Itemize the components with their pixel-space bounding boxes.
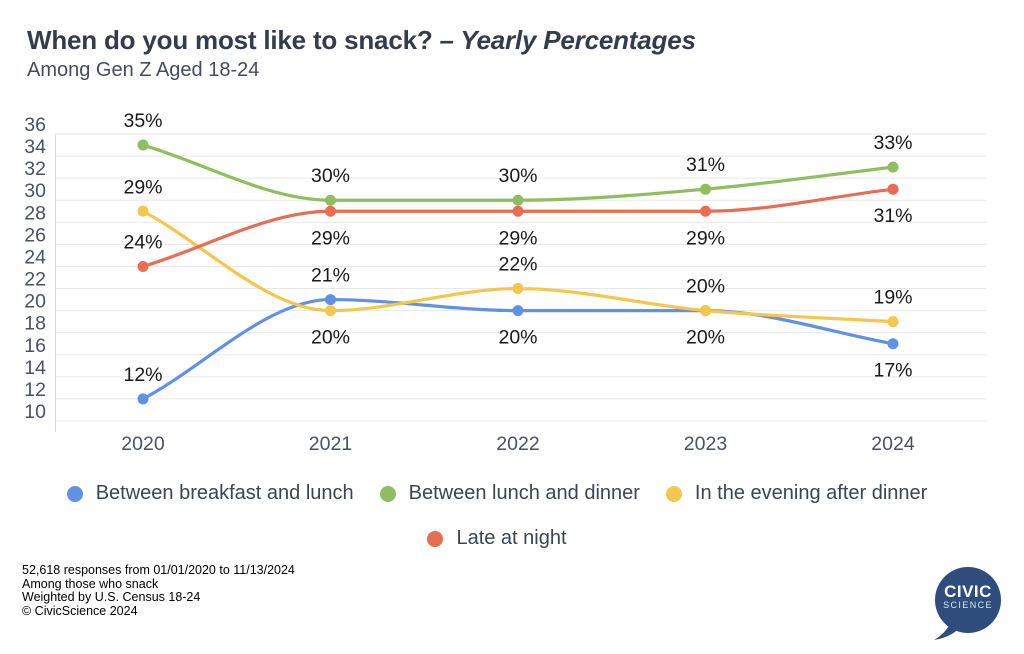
data-point-between-lunch-and-dinner-2024	[887, 161, 899, 173]
data-label-in-the-evening-after-dinner-2020: 29%	[123, 176, 162, 198]
data-label-between-lunch-and-dinner-2022: 30%	[498, 165, 537, 187]
page-title-main: When do you most like to snack?	[27, 25, 440, 55]
data-point-between-breakfast-and-lunch-2020	[137, 393, 149, 405]
y-tick-label: 34	[24, 136, 46, 158]
legend-row: Late at night	[0, 527, 994, 550]
x-tick-label: 2020	[121, 433, 165, 455]
data-point-late-at-night-2021	[325, 205, 336, 217]
data-point-between-breakfast-and-lunch-2022	[512, 305, 524, 317]
data-label-in-the-evening-after-dinner-2022: 22%	[498, 254, 537, 276]
data-point-between-lunch-and-dinner-2020	[137, 139, 149, 151]
data-label-between-lunch-and-dinner-2021: 30%	[311, 165, 350, 187]
data-label-between-breakfast-and-lunch-2024: 17%	[873, 360, 912, 382]
legend-item-between-breakfast-and-lunch: Between breakfast and lunch	[66, 482, 354, 505]
legend-item-in-the-evening-after-dinner: In the evening after dinner	[665, 482, 928, 505]
legend-item-between-lunch-and-dinner: Between lunch and dinner	[379, 482, 640, 505]
data-point-between-breakfast-and-lunch-2021	[325, 294, 336, 306]
legend-label: Late at night	[456, 527, 567, 549]
x-tick-label: 2024	[871, 433, 915, 455]
legend-label: Between breakfast and lunch	[95, 482, 354, 504]
source-note-line: Weighted by U.S. Census 18-24	[22, 590, 201, 605]
data-label-between-lunch-and-dinner-2023: 31%	[686, 154, 725, 176]
data-label-late-at-night-2024: 31%	[873, 205, 912, 227]
source-notes: 52,618 responses from 01/01/2020 to 11/1…	[22, 563, 295, 619]
y-tick-label: 18	[24, 313, 46, 335]
y-tick-label: 28	[24, 202, 46, 224]
logo-text-civic: CIVIC	[944, 582, 992, 601]
data-point-late-at-night-2022	[512, 205, 524, 217]
y-tick-label: 36	[24, 114, 46, 136]
data-point-in-the-evening-after-dinner-2023	[700, 305, 711, 317]
data-point-between-lunch-and-dinner-2021	[325, 194, 336, 206]
data-label-between-breakfast-and-lunch-2021: 21%	[311, 265, 350, 287]
data-point-in-the-evening-after-dinner-2020	[137, 205, 149, 217]
legend-marker-icon	[665, 485, 682, 502]
y-tick-label: 26	[24, 224, 46, 246]
data-point-late-at-night-2023	[700, 205, 711, 217]
page-subtitle: Among Gen Z Aged 18-24	[27, 59, 260, 81]
legend-label: In the evening after dinner	[694, 482, 928, 504]
data-point-late-at-night-2024	[887, 183, 899, 195]
legend-item-late-at-night: Late at night	[427, 527, 567, 550]
data-label-between-lunch-and-dinner-2020: 35%	[123, 110, 162, 132]
y-tick-label: 32	[24, 158, 46, 180]
legend-label: Between lunch and dinner	[408, 482, 640, 504]
legend-marker-icon	[66, 485, 83, 502]
data-point-in-the-evening-after-dinner-2024	[887, 316, 899, 328]
data-point-between-lunch-and-dinner-2022	[512, 194, 524, 206]
source-note-line: Among those who snack	[22, 576, 159, 591]
source-note-line: © CivicScience 2024	[22, 604, 138, 619]
y-tick-label: 20	[24, 291, 46, 313]
data-label-between-breakfast-and-lunch-2022: 20%	[498, 327, 537, 349]
data-label-between-breakfast-and-lunch-2020: 12%	[123, 364, 162, 386]
page-title-emphasis: – Yearly Percentages	[439, 25, 696, 55]
x-tick-label: 2022	[496, 433, 539, 455]
legend-marker-icon	[379, 485, 396, 502]
data-point-late-at-night-2020	[137, 260, 149, 272]
y-tick-label: 10	[24, 401, 46, 423]
data-label-late-at-night-2023: 29%	[686, 227, 725, 249]
data-label-in-the-evening-after-dinner-2021: 20%	[311, 327, 350, 349]
data-point-between-breakfast-and-lunch-2024	[887, 338, 899, 350]
data-point-in-the-evening-after-dinner-2022	[512, 283, 524, 295]
legend-marker-icon	[427, 530, 444, 547]
civicscience-logo: CIVIC SCIENCE	[934, 567, 1001, 640]
data-label-late-at-night-2021: 29%	[311, 227, 350, 249]
source-note-line: 52,618 responses from 01/01/2020 to 11/1…	[22, 563, 295, 577]
data-point-between-lunch-and-dinner-2023	[700, 183, 711, 195]
y-tick-label: 12	[24, 379, 46, 401]
y-tick-label: 14	[24, 357, 46, 379]
data-label-late-at-night-2020: 24%	[123, 231, 162, 253]
y-tick-label: 30	[24, 180, 46, 202]
data-label-in-the-evening-after-dinner-2024: 19%	[873, 287, 912, 309]
data-label-in-the-evening-after-dinner-2023: 20%	[686, 276, 725, 298]
page-title: When do you most like to snack? – Yearly…	[27, 25, 696, 56]
x-tick-label: 2021	[309, 433, 352, 455]
logo-bubble-icon	[935, 567, 1001, 633]
x-tick-label: 2023	[684, 433, 727, 455]
data-label-between-lunch-and-dinner-2024: 33%	[873, 132, 912, 154]
y-tick-label: 24	[24, 246, 46, 268]
data-point-in-the-evening-after-dinner-2021	[325, 305, 336, 317]
data-label-between-breakfast-and-lunch-2023: 20%	[686, 327, 725, 349]
logo-text-science: SCIENCE	[943, 600, 993, 610]
y-tick-label: 16	[24, 335, 46, 357]
legend-row: Between breakfast and lunch Between lunch…	[0, 482, 994, 505]
data-label-late-at-night-2022: 29%	[498, 227, 537, 249]
y-tick-label: 22	[24, 269, 46, 291]
